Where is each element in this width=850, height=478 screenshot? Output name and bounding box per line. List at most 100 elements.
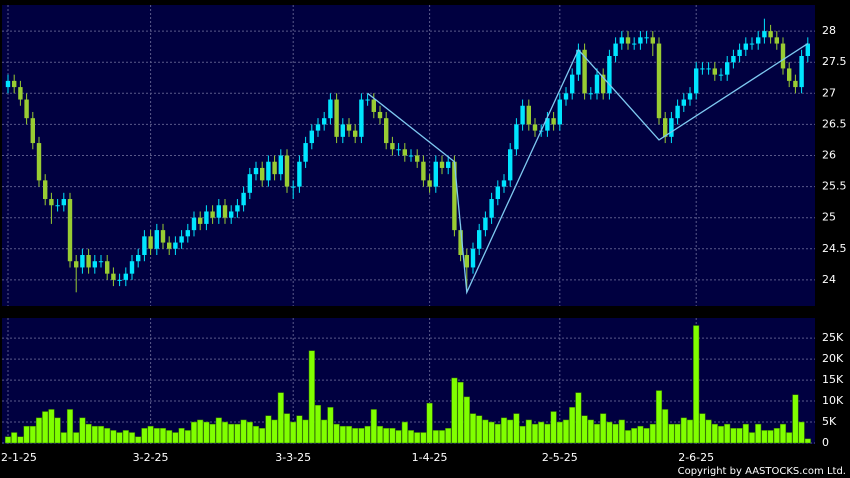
candle-body (725, 62, 730, 75)
volume-bar (550, 411, 557, 444)
volume-bar (54, 417, 61, 444)
volume-bar (277, 392, 284, 444)
volume-bar (624, 430, 632, 444)
y-tick-label: 5K (822, 415, 837, 428)
volume-bar (761, 430, 768, 444)
candle-body (712, 68, 717, 75)
candle-body (80, 255, 85, 268)
candle-body (656, 43, 662, 119)
volume-bar (569, 407, 576, 444)
candle-body (687, 93, 693, 100)
candle-body (154, 230, 159, 249)
candle-body (644, 37, 649, 39)
volume-bar (35, 417, 43, 444)
candle-body (613, 43, 618, 56)
volume-bar (197, 419, 204, 444)
candle-body (365, 99, 370, 101)
candle-body (421, 161, 426, 181)
volume-bar (649, 423, 656, 444)
candle-body (36, 143, 42, 181)
volume-bar (786, 432, 793, 444)
candle-body (532, 124, 538, 131)
volume-bar (699, 413, 706, 444)
volume-bar (426, 402, 433, 444)
y-tick-label: 20K (822, 352, 844, 365)
volume-bar (779, 423, 787, 444)
volume-bar (693, 325, 700, 444)
candle-body (706, 68, 711, 70)
candle-body (694, 68, 699, 94)
volume-bar (79, 417, 86, 444)
volume-bar (401, 421, 408, 444)
candle-body (148, 236, 153, 249)
candle-body (353, 130, 358, 137)
candle-body (396, 149, 401, 151)
volume-bar (457, 381, 464, 444)
candle-body (570, 74, 575, 94)
y-tick-label: 25 (822, 211, 836, 224)
volume-bar (742, 423, 749, 444)
volume-bar (463, 396, 470, 444)
volume-bar (265, 415, 272, 444)
candle-body (625, 37, 631, 44)
candle-body (204, 211, 209, 224)
candle-body (167, 242, 172, 249)
candle-body (222, 205, 228, 218)
y-tick-label: 27 (822, 86, 836, 99)
volume-bar (593, 423, 601, 444)
candle-body (235, 205, 240, 212)
candle-body (260, 167, 265, 181)
volume-bar (587, 419, 594, 444)
volume-bar (494, 423, 501, 444)
candle-body (638, 37, 643, 44)
candle-body (291, 186, 296, 188)
candle-body (483, 217, 488, 231)
volume-bar (203, 421, 210, 444)
volume-bar (798, 421, 805, 444)
y-tick-label: 24.5 (822, 242, 847, 255)
volume-bar (792, 394, 799, 444)
candle-body (86, 255, 91, 268)
candle-body (576, 49, 581, 75)
candle-body (588, 93, 593, 95)
volume-bar (259, 428, 266, 444)
candle-body (774, 37, 779, 44)
volume-bar (4, 436, 12, 444)
candle-body (272, 161, 277, 175)
candle-body (563, 93, 569, 100)
volume-bar (420, 432, 427, 444)
candle-body (210, 211, 215, 218)
volume-bar (60, 432, 67, 444)
volume-bar (283, 413, 291, 444)
volume-bar (451, 377, 458, 444)
volume-bar (662, 409, 669, 444)
candle-body (43, 180, 48, 200)
volume-bar (631, 428, 638, 444)
candle-body (495, 186, 500, 200)
volume-bar (519, 425, 526, 444)
volume-bar (184, 430, 191, 444)
y-tick-label: 27.5 (822, 55, 847, 68)
volume-bar (91, 425, 98, 444)
candle-body (179, 236, 184, 243)
candle-body (55, 205, 60, 207)
candle-body (718, 74, 724, 76)
candle-body (216, 205, 221, 218)
candle-body (18, 87, 23, 100)
volume-bar (352, 428, 359, 444)
volume-bar (159, 428, 167, 444)
volume-bar (85, 423, 92, 444)
volume-bar (544, 423, 551, 444)
volume-bar (804, 438, 811, 444)
volume-bar (643, 428, 650, 444)
candle-body (340, 124, 345, 137)
candle-body (384, 118, 389, 144)
volume-bar (538, 421, 545, 444)
candle-body (526, 105, 531, 125)
volume-bar (389, 428, 396, 444)
volume-bar (500, 417, 508, 444)
candle-body (557, 99, 562, 125)
volume-panel (2, 318, 815, 444)
volume-bar (531, 423, 539, 444)
candle-body (266, 161, 271, 181)
